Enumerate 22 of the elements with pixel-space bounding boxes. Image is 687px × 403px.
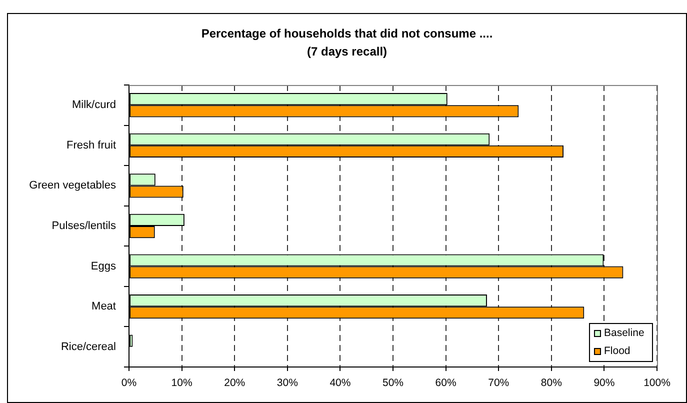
y-tick-label: Green vegetables (29, 180, 116, 192)
y-tick-label: Rice/cereal (60, 340, 116, 353)
y-tick-label: Milk/curd (72, 99, 116, 112)
legend-label: Baseline (604, 326, 644, 339)
chart-subtitle: (7 days recall) (306, 44, 388, 58)
x-tick-label: 50% (382, 377, 404, 390)
chart-title: Percentage of households that did not consume .... (201, 26, 493, 40)
y-tick-label: Fresh fruit (66, 139, 116, 152)
x-tick-label: 20% (224, 377, 246, 390)
x-tick-label: 60% (435, 377, 456, 390)
y-tick-label: Eggs (90, 260, 116, 272)
x-tick-label: 30% (276, 377, 298, 390)
x-tick-label: 70% (488, 377, 510, 390)
x-tick-label: 0% (121, 377, 137, 390)
y-tick-label: Meat (92, 300, 116, 313)
x-tick-label: 40% (330, 377, 351, 390)
x-tick-label: 10% (171, 377, 192, 390)
y-tick-label: Pulses/lentils (52, 220, 116, 232)
x-tick-label: 80% (540, 377, 562, 390)
legend-label: Flood (604, 344, 630, 357)
x-tick-label: 90% (594, 377, 615, 390)
x-tick-label: 100% (644, 377, 670, 390)
